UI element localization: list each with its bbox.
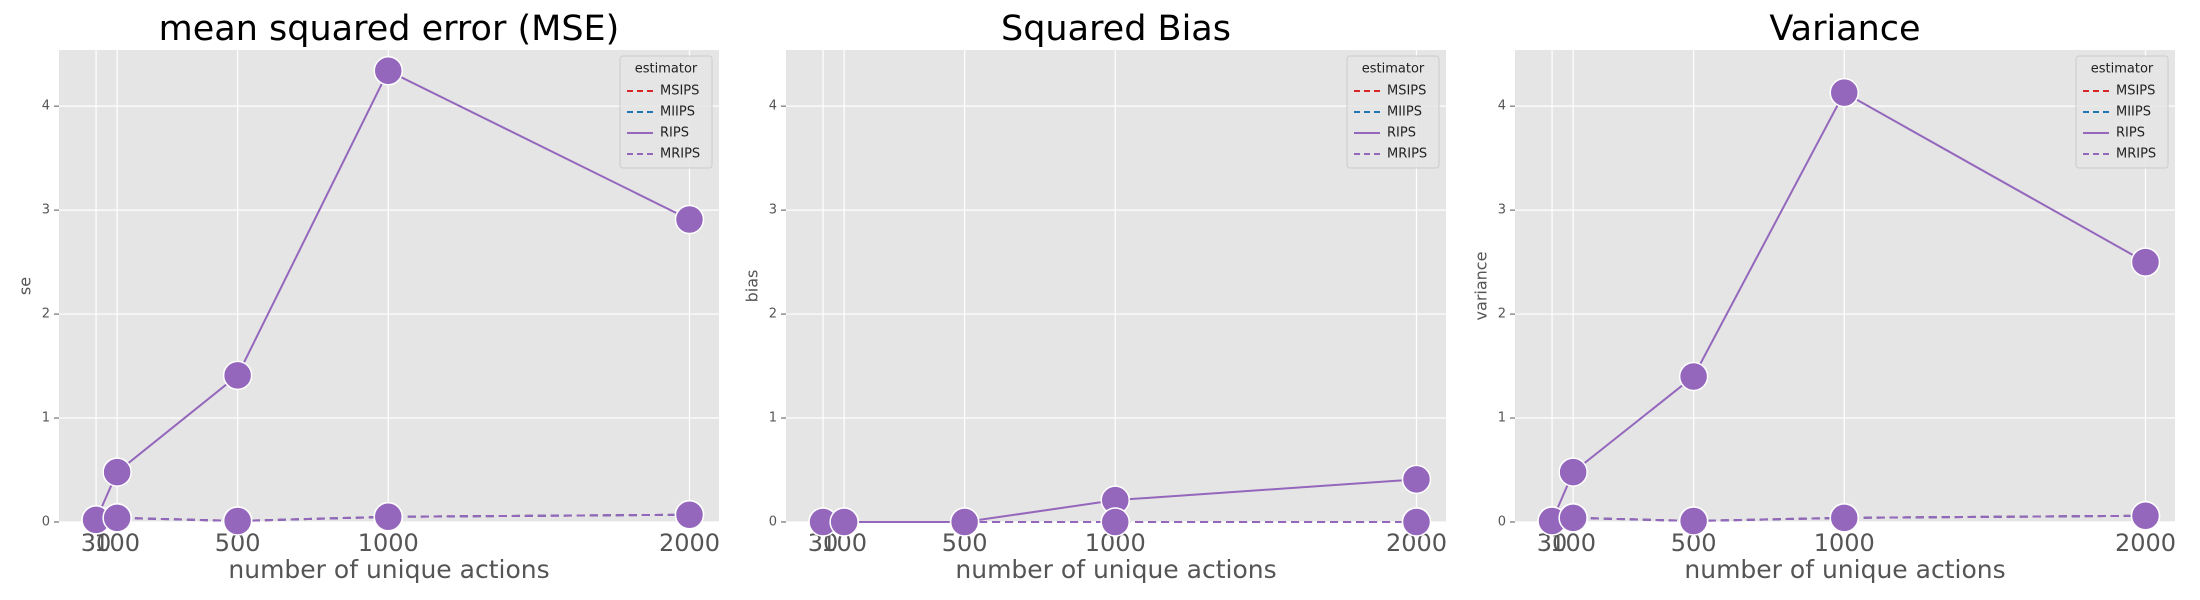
data-point [1829, 503, 1859, 533]
x-tick-label: 100 [94, 529, 140, 557]
data-point [674, 499, 705, 530]
y-tick-label: 3 [769, 203, 777, 218]
legend-title: estimator [2091, 62, 2154, 77]
legend-label: MSIPS [1387, 84, 1426, 99]
data-point [373, 56, 403, 86]
y-tick-label: 1 [769, 411, 777, 426]
data-point [373, 502, 403, 532]
legend-label: RIPS [2116, 126, 2145, 141]
legend-label: MRIPS [660, 147, 700, 162]
x-tick-label: 1000 [358, 529, 419, 557]
legend-label: MRIPS [1387, 147, 1427, 162]
data-point [2130, 247, 2161, 277]
x-tick-label: 1000 [1814, 529, 1875, 557]
y-tick-label: 2 [769, 307, 777, 322]
legend-title: estimator [635, 62, 698, 77]
y-axis-label: variance [1472, 252, 1491, 321]
y-axis-label: se [16, 277, 35, 295]
legend-label: MIIPS [660, 105, 695, 120]
legend-box [619, 55, 713, 169]
y-tick-label: 2 [42, 307, 50, 322]
y-tick-label: 2 [1498, 307, 1506, 322]
chart-title: mean squared error (MSE) [159, 9, 620, 49]
data-point [1401, 507, 1432, 537]
legend-label: MRIPS [2116, 147, 2156, 162]
x-axis-label: number of unique actions [1684, 555, 2005, 584]
data-point [1678, 506, 1709, 536]
x-axis-label: number of unique actions [228, 555, 549, 584]
data-point [1401, 464, 1432, 495]
legend-label: MSIPS [660, 84, 699, 99]
data-point [1558, 503, 1588, 533]
data-point [1678, 361, 1709, 392]
y-tick-label: 3 [42, 203, 50, 218]
data-point [102, 503, 132, 533]
legend-label: RIPS [660, 126, 689, 141]
plot-background [1515, 50, 2175, 522]
legend-label: MSIPS [2116, 84, 2155, 99]
data-point [222, 360, 253, 391]
data-point [1100, 507, 1130, 537]
y-tick-label: 0 [42, 515, 50, 530]
x-tick-label: 2000 [2115, 529, 2176, 557]
data-point [1558, 457, 1588, 487]
data-point [949, 507, 980, 537]
legend-title: estimator [1362, 62, 1425, 77]
y-axis-label: bias [743, 270, 762, 303]
y-tick-label: 4 [42, 99, 50, 114]
y-tick-label: 4 [1498, 99, 1506, 114]
legend-box [2075, 55, 2169, 169]
data-point [674, 204, 705, 235]
data-point [222, 506, 253, 536]
chart-title: Squared Bias [1001, 9, 1231, 49]
y-tick-label: 0 [1498, 515, 1506, 530]
y-tick-label: 4 [769, 99, 777, 114]
legend-label: MIIPS [1387, 105, 1422, 120]
plot-background [786, 50, 1446, 522]
y-tick-label: 3 [1498, 203, 1506, 218]
x-axis-label: number of unique actions [955, 555, 1276, 584]
data-point [829, 507, 859, 537]
y-tick-label: 0 [769, 515, 777, 530]
data-point [1829, 77, 1859, 108]
data-point [102, 457, 132, 487]
legend-box [1346, 55, 1440, 169]
legend-label: MIIPS [2116, 105, 2151, 120]
data-point [2130, 501, 2161, 531]
chart-title: Variance [1769, 9, 1920, 49]
plot-background [59, 50, 719, 522]
legend-label: RIPS [1387, 126, 1416, 141]
x-tick-label: 2000 [659, 529, 720, 557]
y-tick-label: 1 [1498, 411, 1506, 426]
y-tick-label: 1 [42, 411, 50, 426]
